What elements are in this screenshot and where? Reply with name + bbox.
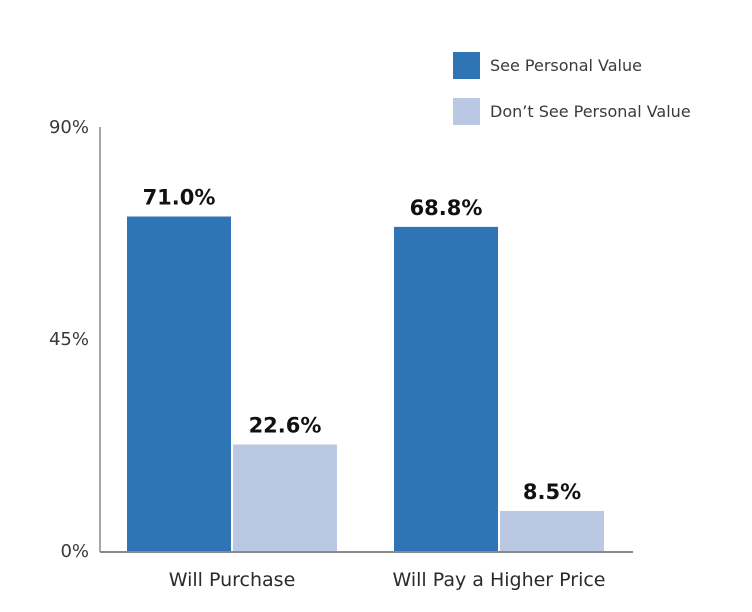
y-axis-ticks: 0% 45% 90% <box>49 117 89 562</box>
bar <box>500 510 604 551</box>
x-tick-label: Will Pay a Higher Price <box>392 569 605 591</box>
axes <box>99 127 633 553</box>
x-tick-label: Will Purchase <box>169 569 296 591</box>
bar <box>233 444 337 551</box>
legend-label: See Personal Value <box>490 55 642 75</box>
legend-item-see-personal-value: See Personal Value <box>453 50 691 80</box>
y-tick-label: 45% <box>49 329 89 350</box>
bars <box>127 216 604 551</box>
bar <box>127 216 231 551</box>
data-label: 71.0% <box>143 186 216 210</box>
y-tick-label: 0% <box>60 541 89 562</box>
data-labels: 71.0% 22.6% 68.8% 8.5% <box>143 186 582 504</box>
legend: See Personal Value Don’t See Personal Va… <box>453 50 691 142</box>
x-axis-tick-labels: Will Purchase Will Pay a Higher Price <box>169 569 606 591</box>
legend-label: Don’t See Personal Value <box>490 101 691 121</box>
data-label: 8.5% <box>523 480 581 504</box>
legend-item-dont-see-personal-value: Don’t See Personal Value <box>453 96 691 126</box>
legend-swatch-dont-see-personal-value <box>453 97 480 125</box>
legend-swatch-see-personal-value <box>453 51 480 79</box>
bar <box>394 226 498 551</box>
data-label: 68.8% <box>410 196 483 220</box>
y-tick-label: 90% <box>49 117 89 138</box>
data-label: 22.6% <box>249 414 322 438</box>
